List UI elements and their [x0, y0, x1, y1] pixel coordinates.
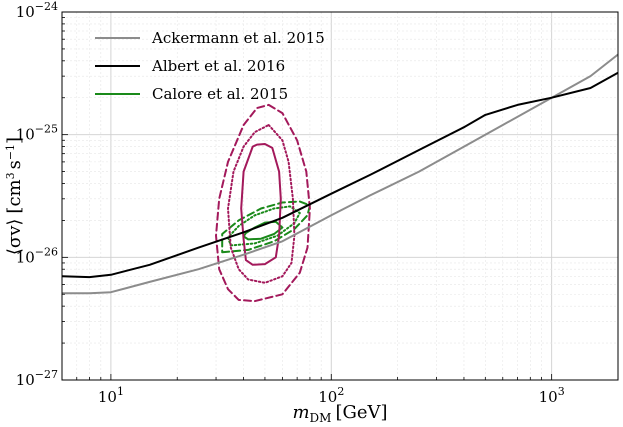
- x-axis-title-sub: DM: [310, 411, 332, 425]
- x-axis-title-unit: [GeV]: [335, 402, 387, 423]
- magenta-contour-dotted: [227, 124, 296, 284]
- plot-frame: [61, 11, 619, 381]
- x-tick-label: 102: [318, 385, 344, 406]
- x-tick-label: 103: [539, 385, 565, 406]
- y-axis-title-unit-open: [cm: [4, 179, 25, 213]
- ticks: 101 102 103 10−27 10−26 10−25 10−24: [16, 0, 619, 406]
- legend-label: Albert et al. 2016: [151, 57, 285, 75]
- magenta-contour-solid: [240, 143, 282, 266]
- x-axis-title: mDM [GeV]: [292, 402, 387, 425]
- x-axis-title-main: m: [292, 402, 309, 423]
- y-axis-title-exp2: −1: [4, 144, 17, 160]
- legend-label: Calore et al. 2015: [152, 85, 288, 103]
- y-tick-label: 10−25: [16, 123, 58, 144]
- y-tick-label: 10−26: [16, 245, 58, 266]
- y-axis-title-unit-close: ]: [4, 137, 25, 144]
- calore-contour-dashed: [221, 200, 311, 254]
- y-axis-title: ⟨σv⟩ [cm3 s−1]: [4, 137, 25, 255]
- x-tick-label: 101: [98, 385, 124, 406]
- legend-label: Ackermann et al. 2015: [151, 29, 325, 47]
- legend: Ackermann et al. 2015 Albert et al. 2016 C…: [95, 29, 325, 103]
- calore-contour-dotted: [227, 205, 301, 247]
- y-axis-title-unit-mid: s: [4, 160, 25, 169]
- series-line-1: [62, 71, 618, 279]
- series-line-0: [62, 53, 618, 295]
- contours: [215, 103, 311, 303]
- y-tick-label: 10−24: [16, 0, 58, 21]
- y-tick-label: 10−27: [16, 368, 58, 389]
- y-axis-title-main: ⟨σv⟩: [4, 219, 25, 256]
- y-axis-title-exp1: 3: [4, 172, 17, 179]
- magenta-contour-dashed: [215, 103, 311, 303]
- series-lines: [62, 53, 618, 295]
